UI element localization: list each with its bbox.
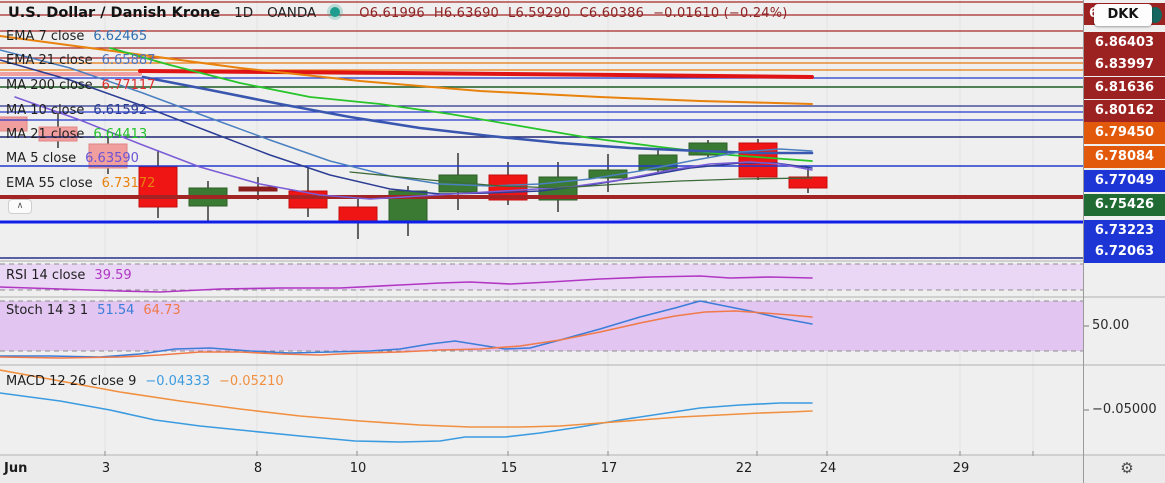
price-level-label: 6.77049 — [1084, 170, 1165, 192]
high-value: H6.63690 — [433, 6, 500, 21]
indicator-value: 6.64413 — [93, 127, 148, 142]
time-axis-label: Jun — [4, 461, 28, 476]
time-axis-label: 15 — [500, 461, 518, 476]
indicator-value: 51.54 — [97, 303, 135, 318]
indicator-label-stoch[interactable]: Stoch 14 3 1 51.54 64.73 — [6, 303, 181, 318]
price-level-label: 6.73223 — [1084, 220, 1165, 242]
price-axis-separator — [1083, 0, 1084, 483]
ma-5-line — [14, 96, 813, 200]
candle-body[interactable] — [588, 169, 628, 179]
indicator-label-ema-7[interactable]: EMA 7 close 6.62465 — [6, 29, 147, 44]
low-value: L6.59290 — [508, 6, 571, 21]
price-level-label: 6.75426 — [1084, 194, 1165, 216]
collapse-pane-button[interactable]: ∧ — [8, 199, 32, 214]
indicator-label-ema-55[interactable]: EMA 55 close 6.73172 — [6, 176, 155, 191]
indicator-value: −0.05210 — [219, 374, 284, 389]
candle-body[interactable] — [788, 176, 828, 189]
time-axis-label: 8 — [253, 461, 263, 476]
indicator-value: −0.04333 — [145, 374, 210, 389]
ema-7-line — [0, 49, 813, 187]
indicator-name: MA 10 close — [6, 103, 85, 118]
change-value: −0.01610 (−0.24%) — [653, 6, 788, 21]
indicator-value: 6.77117 — [101, 78, 156, 93]
time-axis-label: 3 — [101, 461, 111, 476]
candle-body[interactable] — [88, 143, 128, 169]
ema-21-line — [141, 75, 814, 155]
interval-label[interactable]: 1D — [234, 5, 254, 21]
candle-body[interactable] — [138, 166, 178, 208]
indicator-value: 64.73 — [143, 303, 181, 318]
indicator-value: 6.61592 — [93, 103, 148, 118]
chevron-up-icon: ∧ — [16, 201, 24, 211]
indicator-name: MA 21 close — [6, 127, 85, 142]
rsi-band — [0, 264, 1083, 290]
time-axis-label: 22 — [735, 461, 753, 476]
symbol-name[interactable]: U.S. Dollar / Danish Krone — [8, 5, 221, 21]
indicator-label-ma-200[interactable]: MA 200 close 6.77117 — [6, 78, 155, 93]
indicator-label-ma-21[interactable]: MA 21 close 6.64413 — [6, 127, 147, 142]
price-level-label: 6.83997 — [1084, 54, 1165, 76]
macd-line — [0, 392, 813, 443]
indicator-name: MA 200 close — [6, 78, 93, 93]
indicator-value: 6.65887 — [101, 53, 156, 68]
price-level-label: 6.81636 — [1084, 77, 1165, 99]
ohlc-readout: O6.61996 H6.63690 L6.59290 C6.60386 −0.01610… — [350, 6, 787, 21]
indicator-value: 6.73172 — [101, 176, 156, 191]
indicator-name: MACD 12 26 close 9 — [6, 374, 137, 389]
indicator-value: 39.59 — [94, 268, 132, 283]
axis-value-label: 50.00 — [1092, 318, 1130, 333]
time-axis-label: 24 — [819, 461, 837, 476]
indicator-name: MA 5 close — [6, 151, 77, 166]
indicator-value: 6.62465 — [93, 29, 148, 44]
candle-body[interactable] — [738, 142, 778, 178]
indicator-name: EMA 21 close — [6, 53, 93, 68]
exchange-label: OANDA — [267, 5, 317, 21]
ema-55-line — [0, 35, 813, 105]
time-axis-label: 17 — [600, 461, 618, 476]
ma-21-slow-line — [349, 171, 813, 189]
indicator-label-ma-10[interactable]: MA 10 close 6.61592 — [6, 103, 147, 118]
settings-gear-icon[interactable]: ⚙ — [1120, 459, 1134, 477]
indicator-label-macd[interactable]: MACD 12 26 close 9 −0.04333 −0.05210 — [6, 374, 284, 389]
stoch-k — [0, 300, 813, 358]
price-level-label: 6.86403 — [1084, 32, 1165, 54]
price-level-label: 6.78084 — [1084, 146, 1165, 168]
indicator-name: EMA 55 close — [6, 176, 93, 191]
indicator-name: EMA 7 close — [6, 29, 85, 44]
close-value: C6.60386 — [579, 6, 645, 21]
price-level-label: 6.80162 — [1084, 100, 1165, 122]
stoch-d — [0, 310, 813, 359]
ma-200-line — [138, 69, 814, 79]
time-axis-label: 10 — [349, 461, 367, 476]
candle-body[interactable] — [338, 206, 378, 223]
market-status-icon — [330, 7, 341, 17]
symbol-header: U.S. Dollar / Danish Krone 1D OANDA O6.6199… — [8, 5, 788, 25]
indicator-label-ema-21[interactable]: EMA 21 close 6.65887 — [6, 53, 155, 68]
macd-signal — [0, 369, 813, 428]
axis-value-label: −0.05000 — [1092, 402, 1157, 417]
indicator-label-rsi[interactable]: RSI 14 close 39.59 — [6, 268, 132, 283]
time-axis[interactable]: Jun 3 8 10 15 17 22 24 29 — [0, 456, 1165, 483]
indicator-label-ma-5[interactable]: MA 5 close 6.63590 — [6, 151, 139, 166]
price-level-label: 6.79450 — [1084, 122, 1165, 144]
candle-body[interactable] — [238, 186, 278, 192]
indicator-name: Stoch 14 3 1 — [6, 303, 89, 318]
currency-chip[interactable]: DKK — [1094, 4, 1152, 26]
open-value: O6.61996 — [359, 6, 425, 21]
time-axis-label: 29 — [952, 461, 970, 476]
currency-label: DKK — [1107, 7, 1139, 22]
indicator-value: 6.63590 — [85, 151, 139, 166]
rsi-line — [0, 275, 813, 293]
price-level-label: 6.72063 — [1084, 241, 1165, 263]
indicator-name: RSI 14 close — [6, 268, 86, 283]
